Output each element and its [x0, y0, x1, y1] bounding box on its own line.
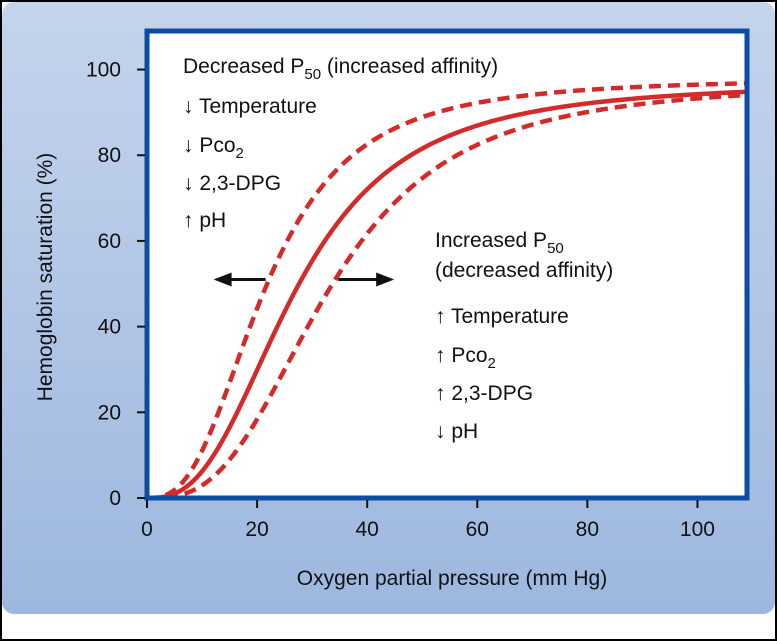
annotation-decreased-p50: Decreased P50 (increased affinity) ↓ Tem… [183, 55, 498, 232]
curve-left-shift-dashed [147, 81, 747, 498]
annotation-left-item-pco2: ↓ Pco2 [183, 134, 244, 162]
x-tick-label: 60 [466, 518, 489, 541]
plot-border [144, 28, 750, 501]
annotation-right-title-line2: (decreased affinity) [435, 259, 613, 282]
y-axis-ticks: 0 20 40 60 80 100 [86, 59, 145, 510]
annotation-left-title: Decreased P50 (increased affinity) [183, 55, 498, 83]
y-tick-label: 100 [86, 59, 121, 82]
x-tick-label: 0 [141, 518, 153, 541]
x-tick-label: 80 [576, 518, 599, 541]
curves-layer [147, 81, 747, 498]
x-axis-label: Oxygen partial pressure (mm Hg) [297, 567, 607, 590]
shift-arrow-right-head [376, 272, 395, 287]
curve-right-shift-dashed [147, 92, 747, 498]
annotation-left-item-ph: ↑ pH [183, 209, 226, 232]
annotation-right-item-dpg: ↑ 2,3-DPG [435, 382, 533, 405]
y-tick-label: 80 [98, 144, 121, 167]
annotation-right-item-pco2: ↑ Pco2 [435, 344, 496, 372]
y-tick-label: 20 [98, 401, 121, 424]
y-axis-label: Hemoglobin saturation (%) [34, 153, 57, 402]
annotation-right-title: Increased P50 [435, 229, 564, 257]
annotation-right-item-temperature: ↑ Temperature [435, 305, 569, 328]
annotation-left-item-dpg: ↓ 2,3-DPG [183, 172, 281, 195]
shift-arrow-left-head [213, 272, 232, 287]
shift-arrow-layer [213, 272, 395, 287]
y-tick-label: 0 [109, 487, 121, 510]
x-tick-label: 40 [356, 518, 379, 541]
y-tick-label: 40 [98, 316, 121, 339]
annotation-right-item-ph: ↓ pH [435, 420, 478, 443]
y-tick-label: 60 [98, 230, 121, 253]
x-axis-ticks: 0 20 40 60 80 100 [141, 500, 715, 541]
annotation-increased-p50: Increased P50 (decreased affinity) ↑ Tem… [435, 229, 613, 443]
x-tick-label: 20 [245, 518, 268, 541]
annotation-left-item-temperature: ↓ Temperature [183, 95, 317, 118]
x-tick-label: 100 [680, 518, 715, 541]
curve-normal-solid [147, 89, 747, 498]
